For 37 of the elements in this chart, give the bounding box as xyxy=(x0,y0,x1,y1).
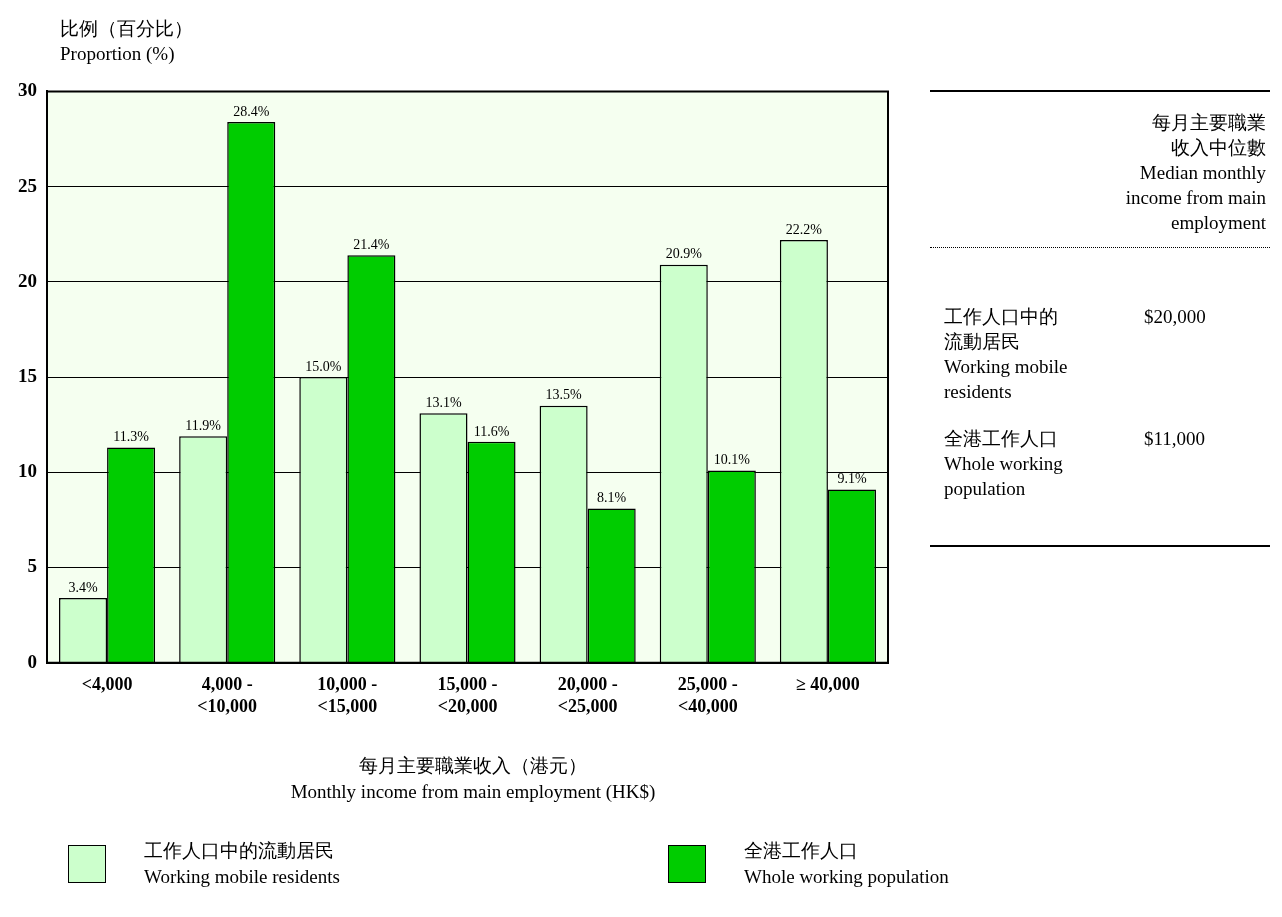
text: 每月主要職業收入中位數 Median monthly income from main employment xyxy=(1124,111,1266,235)
text: 全港工作人口 Whole working population xyxy=(944,427,1064,501)
x-tick-label: 20,000 - <25,000 xyxy=(557,674,618,716)
legend-label: 工作人口中的流動居民 Working mobile residents xyxy=(144,839,340,889)
data-label: 13.5% xyxy=(545,387,583,403)
text: $20,000 xyxy=(1144,305,1206,329)
y-tick-label: 10 xyxy=(18,460,37,482)
data-label: 13.1% xyxy=(425,394,462,410)
text: $11,000 xyxy=(1144,427,1206,451)
data-label: 11.9% xyxy=(185,417,222,433)
data-label: 15.0% xyxy=(305,358,342,374)
y-tick-label: 5 xyxy=(27,555,37,577)
y-tick-label: 15 xyxy=(18,365,37,387)
x-axis-title: 每月主要職業收入（港元） Monthly income from main employment (HK$) xyxy=(289,754,657,804)
text: 工作人口中的流動居民 Working mobile residents xyxy=(944,305,1069,404)
x-tick-label: 10,000 - <15,000 xyxy=(317,674,378,716)
data-label: 11.3% xyxy=(113,429,150,445)
data-label: 22.2% xyxy=(785,221,823,237)
x-tick-label: ≥ 40,000 xyxy=(795,674,860,695)
x-tick-label: 15,000 - <20,000 xyxy=(437,674,498,716)
y-tick-label: 20 xyxy=(18,269,37,291)
y-tick-label: 30 xyxy=(18,79,37,101)
data-label: 9.1% xyxy=(837,471,867,487)
data-label: 21.4% xyxy=(353,236,390,252)
y-tick-label: 25 xyxy=(18,174,37,196)
data-label: 10.1% xyxy=(713,452,751,468)
data-label: 3.4% xyxy=(68,579,98,595)
data-label: 11.6% xyxy=(473,423,510,439)
x-tick-label: <4,000 xyxy=(81,674,133,695)
y-axis-title: 比例（百分比） Proportion (%) xyxy=(60,17,193,66)
data-label: 8.1% xyxy=(597,490,627,506)
data-label: 28.4% xyxy=(233,103,270,119)
x-tick-label: 4,000 - <10,000 xyxy=(197,674,258,716)
data-label: 20.9% xyxy=(665,246,703,262)
x-tick-label: 25,000 - <40,000 xyxy=(677,674,738,716)
legend-label: 全港工作人口 Whole working population xyxy=(744,839,949,889)
y-tick-label: 0 xyxy=(27,650,37,672)
